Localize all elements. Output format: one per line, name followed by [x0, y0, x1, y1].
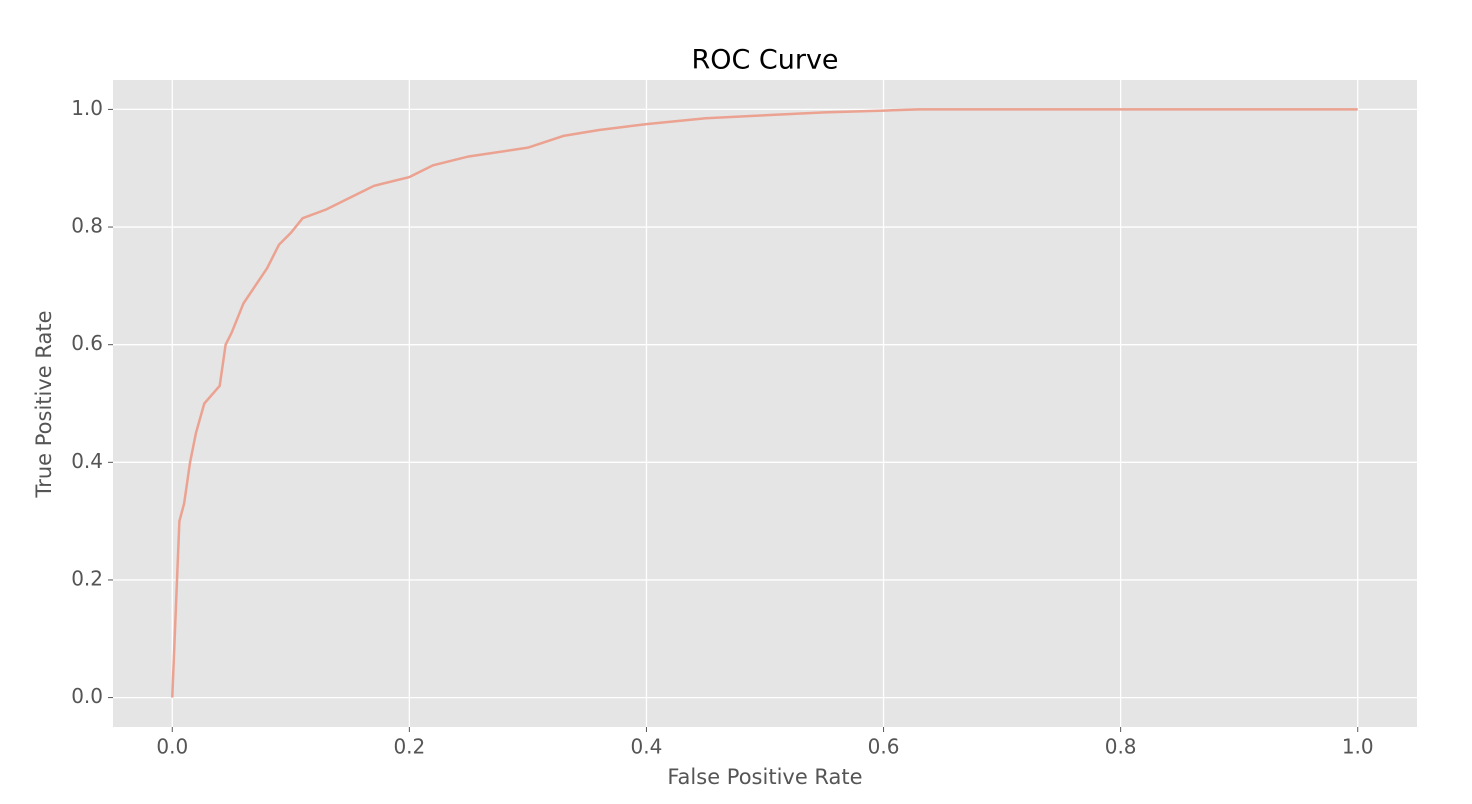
- y-tick-label: 0.4: [71, 449, 103, 473]
- y-tick-label: 0.0: [71, 684, 103, 708]
- y-axis-label: True Positive Rate: [32, 310, 56, 498]
- chart-title: ROC Curve: [691, 45, 838, 76]
- y-tick-label: 0.2: [71, 566, 103, 590]
- roc-line: [171, 108, 1358, 698]
- x-tick-label: 1.0: [1342, 735, 1374, 759]
- plot-area: [113, 80, 1417, 727]
- x-tick-label: 0.8: [1105, 735, 1137, 759]
- y-tick-label: 1.0: [71, 96, 103, 120]
- x-tick-label: 0.4: [631, 735, 663, 759]
- x-tick-label: 0.2: [393, 735, 425, 759]
- x-tick-label: 0.6: [868, 735, 900, 759]
- y-tick-label: 0.8: [71, 214, 103, 238]
- x-tick-label: 0.0: [156, 735, 188, 759]
- y-tick-label: 0.6: [71, 331, 103, 355]
- x-axis-label: False Positive Rate: [667, 765, 862, 789]
